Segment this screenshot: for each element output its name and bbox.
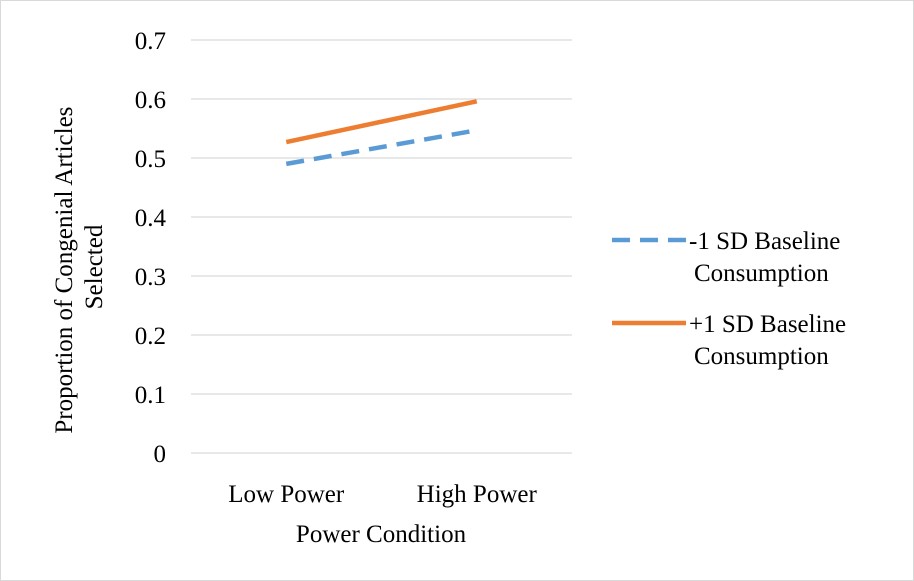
y-tick-label: 0.2	[135, 323, 166, 350]
legend-label-plus-1sd: +1 SD Baseline Consumption	[689, 311, 852, 370]
y-tick-label: 0.3	[135, 264, 166, 291]
y-tick-label: 0	[154, 441, 167, 468]
series-line-plus-1sd	[285, 99, 478, 145]
x-tick-label: High Power	[417, 481, 538, 508]
y-axis-ticks: 0 0.1 0.2 0.3 0.4 0.5 0.6 0.7	[135, 28, 167, 468]
y-axis-title-line-1: Proportion of Congenial Articles	[51, 107, 78, 434]
y-tick-label: 0.5	[135, 146, 166, 173]
legend-label-plus-1sd-line-2: Consumption	[694, 343, 829, 370]
legend-label-plus-1sd-line-1: +1 SD Baseline	[689, 311, 846, 338]
y-tick-label: 0.6	[135, 87, 166, 114]
series-line-minus-1sd	[285, 128, 478, 167]
gridlines	[191, 39, 572, 454]
legend: -1 SD Baseline Consumption +1 SD Baselin…	[612, 228, 852, 370]
x-axis-ticks: Low Power High Power	[228, 481, 537, 508]
legend-label-minus-1sd-line-1: -1 SD Baseline	[689, 228, 840, 255]
x-axis-title: Power Condition	[296, 521, 467, 548]
legend-label-minus-1sd-line-2: Consumption	[694, 260, 829, 287]
y-tick-label: 0.4	[135, 205, 167, 232]
x-tick-label: Low Power	[228, 481, 345, 508]
y-tick-label: 0.1	[135, 382, 166, 409]
y-axis-title-line-2: Selected	[81, 224, 108, 309]
series-lines	[285, 99, 478, 167]
y-tick-label: 0.7	[135, 28, 166, 55]
legend-label-minus-1sd: -1 SD Baseline Consumption	[689, 228, 847, 287]
y-axis-title: Proportion of Congenial Articles Selecte…	[51, 100, 108, 433]
